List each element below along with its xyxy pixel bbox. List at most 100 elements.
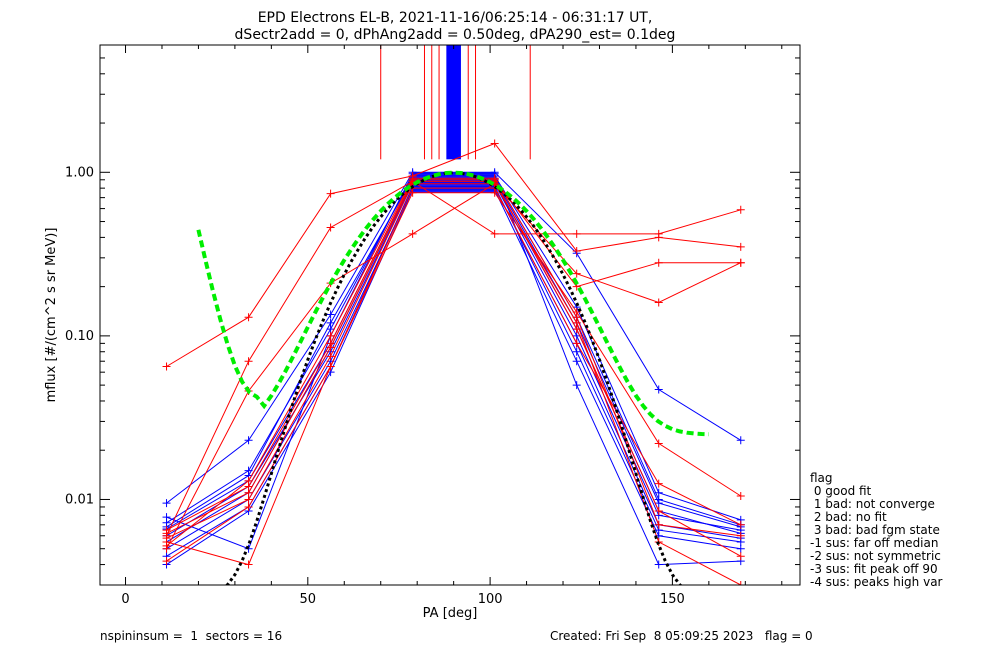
series-1-marker-8-7 <box>736 531 745 540</box>
series-1-marker-7-6 <box>654 507 663 516</box>
y-tick-label-1: 0.10 <box>65 329 94 344</box>
y-tick-label-2: 1.00 <box>65 165 94 180</box>
series-1-marker-6-1 <box>244 502 253 511</box>
flag-legend: flag 0 good fit 1 bad: not converge 2 ba… <box>810 471 943 589</box>
series-1-marker-0-7 <box>736 242 745 251</box>
series-1-marker-0-0 <box>162 362 171 371</box>
series-1-marker-1-6 <box>654 229 663 238</box>
series-1-marker-5-1 <box>244 495 253 504</box>
legend-item-5: -2 sus: not symmetric <box>810 549 941 563</box>
series-1-marker-4-7 <box>736 491 745 500</box>
series-1-marker-6-7 <box>736 520 745 529</box>
y-axis-label: mflux [#/(cm^2 s sr MeV)] <box>44 228 59 403</box>
series-1-curve-4 <box>166 192 742 566</box>
series-1-curve-0 <box>166 142 741 367</box>
legend-item-3: 3 bad: bad fgm state <box>810 523 940 537</box>
series-1-marker-7-2 <box>326 343 335 352</box>
plot-frame <box>99 44 801 586</box>
series-0-curve-0 <box>166 171 742 504</box>
series-0-marker-0-6 <box>654 385 663 394</box>
series-0-marker-7-5 <box>572 347 581 356</box>
series-1-marker-3-6 <box>654 258 663 267</box>
series-1-marker-6-2 <box>326 362 335 371</box>
series-0-marker-0-1 <box>244 436 253 445</box>
series-1-marker-0-1 <box>244 313 253 322</box>
series-1-marker-2-6 <box>654 298 663 307</box>
series-1-marker-8-2 <box>326 331 335 340</box>
series-0-marker-0-2 <box>326 310 335 319</box>
footer-left: nspininsum = 1 sectors = 16 <box>100 629 282 643</box>
series-1-curve-1 <box>166 180 741 537</box>
series-1-marker-5-2 <box>326 352 335 361</box>
series-1-curve-2 <box>166 183 742 549</box>
legend-item-0: 0 good fit <box>810 484 872 498</box>
series-1-marker-5-7 <box>736 581 745 585</box>
series-0-marker-4-5 <box>572 357 581 366</box>
series-0-marker-0-0 <box>162 499 171 508</box>
series-0-curve-3 <box>166 175 741 524</box>
plot-data-layer <box>162 45 745 585</box>
series-1-marker-2-5 <box>572 269 581 278</box>
x-tick-label-2: 100 <box>478 592 503 607</box>
series-1-curve-3 <box>166 179 741 531</box>
series-1-marker-8-0 <box>162 541 171 550</box>
series-1-marker-8-6 <box>654 520 663 529</box>
series-1-marker-7-5 <box>572 325 581 334</box>
black-fit-curve <box>224 171 683 585</box>
series-1-marker-4-6 <box>654 439 663 448</box>
series-1-marker-1-5 <box>572 229 581 238</box>
series-1-marker-7-1 <box>244 488 253 497</box>
series-0-marker-0-7 <box>736 436 745 445</box>
plot-axes: 0 50 100 150 0.01 0.10 1.00 <box>65 44 801 607</box>
series-0-curve-4 <box>166 189 741 566</box>
legend-item-2: 2 bad: no fit <box>810 510 887 524</box>
legend-title: flag <box>810 471 833 485</box>
series-0-marker-6-5 <box>572 381 581 390</box>
x-tick-label-1: 50 <box>300 592 317 607</box>
x-tick-label-3: 150 <box>660 592 685 607</box>
series-0-curve-9 <box>166 181 741 543</box>
x-axis-label: PA [deg] <box>423 606 478 621</box>
series-1-marker-7-7 <box>736 552 745 561</box>
series-0-marker-8-6 <box>654 495 663 504</box>
series-1-marker-0-4 <box>490 139 499 148</box>
footer-right: Created: Fri Sep 8 05:09:25 2023 flag = … <box>550 629 813 643</box>
series-1-marker-6-6 <box>654 479 663 488</box>
series-1-marker-0-5 <box>572 247 581 256</box>
series-1-marker-6-0 <box>162 557 171 566</box>
series-1-marker-1-2 <box>326 223 335 232</box>
legend-item-1: 1 bad: not converge <box>810 497 935 511</box>
series-1-marker-8-1 <box>244 476 253 485</box>
series-1-marker-1-4 <box>490 229 499 238</box>
legend-item-7: -4 sus: peaks high var <box>810 575 943 589</box>
series-1-marker-0-2 <box>326 189 335 198</box>
series-1-marker-8-4 <box>490 174 499 183</box>
series-1-marker-1-1 <box>244 357 253 366</box>
series-1-curve-8 <box>166 177 741 547</box>
series-1-marker-6-5 <box>572 339 581 348</box>
chart-subtitle: dSectr2add = 0, dPhAng2add = 0.50deg, dP… <box>235 27 676 43</box>
series-1-marker-8-5 <box>572 313 581 322</box>
series-1-marker-2-3 <box>408 229 417 238</box>
series-1-marker-4-1 <box>244 560 253 569</box>
series-0-marker-4-7 <box>736 544 745 553</box>
legend-item-4: -1 sus: far off median <box>810 536 938 550</box>
series-1-marker-1-7 <box>736 205 745 214</box>
series-0-curve-6 <box>166 173 741 566</box>
series-1-curve-6 <box>166 187 742 562</box>
green-fit-curve <box>196 170 709 437</box>
blue-spike-band <box>446 45 461 160</box>
series-0-marker-8-2 <box>326 318 335 327</box>
series-1-curve-7 <box>166 180 742 557</box>
series-1-marker-8-3 <box>408 174 417 183</box>
chart-title: EPD Electrons EL-B, 2021-11-16/06:25:14 … <box>258 10 653 26</box>
y-tick-label-0: 0.01 <box>65 492 94 507</box>
series-1-marker-3-7 <box>736 258 745 267</box>
series-1-curve-5 <box>166 183 742 585</box>
series-1-marker-7-0 <box>162 529 171 538</box>
legend-item-6: -3 sus: fit peak off 90 <box>810 562 938 576</box>
series-0-marker-6-6 <box>654 560 663 569</box>
x-tick-label-0: 0 <box>121 592 129 607</box>
series-0-marker-6-0 <box>162 513 171 522</box>
